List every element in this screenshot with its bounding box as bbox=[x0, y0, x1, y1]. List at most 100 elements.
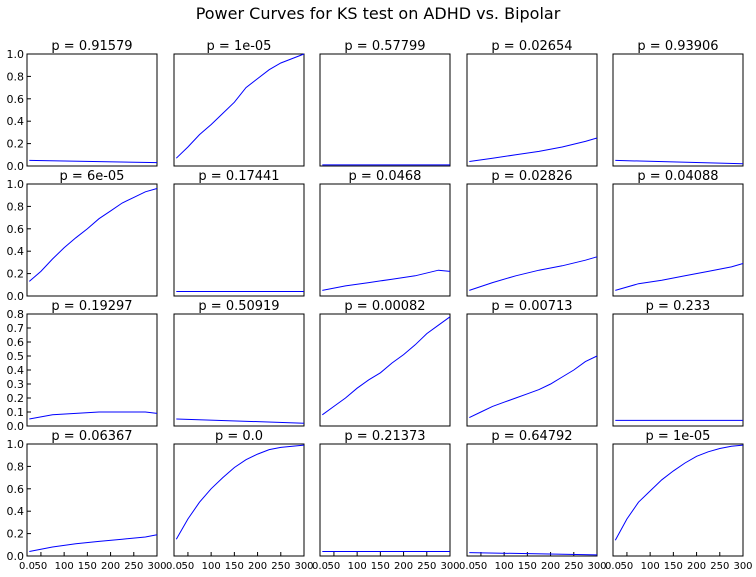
subplot-axes bbox=[612, 443, 744, 557]
x-tick-label: 200 bbox=[101, 561, 120, 572]
subplot-title: p = 0.02826 bbox=[491, 169, 572, 184]
x-tick-label: 50 bbox=[182, 561, 195, 572]
y-tick-label: 0.4 bbox=[7, 505, 25, 518]
x-tick-label: 300 bbox=[733, 561, 752, 572]
x-tick-label: 0.0 bbox=[312, 561, 328, 572]
subplot-title: p = 0.17441 bbox=[198, 169, 279, 184]
subplot-title: p = 0.00713 bbox=[491, 299, 572, 314]
subplot-title: p = 0.06367 bbox=[51, 429, 132, 444]
subplot-axes bbox=[26, 443, 158, 557]
subplot-title: p = 0.0468 bbox=[349, 169, 422, 184]
x-tick-label: 200 bbox=[687, 561, 706, 572]
y-tick-label: 0.6 bbox=[7, 336, 25, 349]
y-tick-label: 1.0 bbox=[7, 438, 25, 451]
x-tick-label: 300 bbox=[440, 561, 459, 572]
y-tick-label: 0.7 bbox=[7, 322, 25, 335]
y-tick-label: 0.2 bbox=[7, 392, 25, 405]
subplot-title: p = 0.02654 bbox=[491, 39, 572, 54]
subplot-axes bbox=[26, 53, 158, 167]
power-curve-line bbox=[469, 552, 598, 556]
x-tick-label: 300 bbox=[294, 561, 313, 572]
subplot-axes bbox=[319, 443, 451, 557]
subplot-axes bbox=[26, 183, 158, 297]
x-tick-label: 100 bbox=[202, 561, 221, 572]
x-tick-label: 200 bbox=[248, 561, 267, 572]
x-tick-label: 150 bbox=[664, 561, 683, 572]
y-tick-label: 0.5 bbox=[7, 350, 25, 363]
power-curve-line bbox=[176, 418, 305, 424]
y-tick-label: 0.2 bbox=[7, 528, 25, 541]
power-curve-line bbox=[614, 444, 744, 541]
y-tick-label: 0.8 bbox=[7, 308, 25, 321]
figure-title: Power Curves for KS test on ADHD vs. Bip… bbox=[195, 4, 561, 23]
subplot-axes bbox=[466, 313, 598, 427]
subplot-axes bbox=[26, 313, 158, 427]
power-curve-line bbox=[322, 269, 451, 291]
subplot-title: p = 0.00082 bbox=[344, 299, 425, 314]
y-tick-label: 0.2 bbox=[7, 268, 25, 281]
y-tick-label: 1.0 bbox=[7, 178, 25, 191]
subplot-axes bbox=[466, 443, 598, 557]
y-tick-label: 0.4 bbox=[7, 245, 25, 258]
x-tick-label: 0.0 bbox=[166, 561, 182, 572]
y-tick-label: 0.0 bbox=[7, 420, 25, 433]
power-curve-line bbox=[175, 53, 305, 159]
x-tick-label: 50 bbox=[475, 561, 488, 572]
x-tick-label: 300 bbox=[147, 561, 166, 572]
power-curve-line bbox=[29, 534, 158, 552]
x-tick-label: 250 bbox=[564, 561, 583, 572]
subplot-title: p = 0.21373 bbox=[344, 429, 425, 444]
subplot-title: p = 1e-05 bbox=[207, 39, 272, 54]
y-tick-label: 0.6 bbox=[7, 223, 25, 236]
power-curve-line bbox=[175, 444, 305, 540]
subplot-axes bbox=[173, 53, 305, 167]
x-tick-label: 150 bbox=[518, 561, 537, 572]
y-tick-label: 0.0 bbox=[7, 160, 25, 173]
x-tick-label: 300 bbox=[587, 561, 606, 572]
subplot-axes bbox=[466, 183, 598, 297]
x-tick-label: 100 bbox=[55, 561, 74, 572]
x-tick-label: 100 bbox=[348, 561, 367, 572]
subplot-axes bbox=[466, 53, 598, 167]
x-tick-label: 100 bbox=[495, 561, 514, 572]
y-tick-label: 0.4 bbox=[7, 364, 25, 377]
x-tick-label: 0.0 bbox=[19, 561, 35, 572]
subplot-title: p = 1e-05 bbox=[646, 429, 711, 444]
x-tick-label: 200 bbox=[394, 561, 413, 572]
x-tick-label: 0.0 bbox=[459, 561, 475, 572]
y-tick-label: 0.0 bbox=[7, 550, 25, 563]
y-tick-label: 0.6 bbox=[7, 483, 25, 496]
subplot-title: p = 0.0 bbox=[215, 429, 263, 444]
y-tick-label: 0.2 bbox=[7, 138, 25, 151]
x-tick-label: 0.0 bbox=[605, 561, 621, 572]
power-curve-line bbox=[29, 159, 158, 164]
subplot-axes bbox=[612, 313, 744, 427]
y-tick-label: 1.0 bbox=[7, 48, 25, 61]
power-curve-line bbox=[29, 411, 158, 420]
power-curve-line bbox=[28, 188, 158, 282]
subplot-axes bbox=[173, 313, 305, 427]
x-tick-label: 250 bbox=[124, 561, 143, 572]
y-tick-label: 0.8 bbox=[7, 70, 25, 83]
subplot-axes bbox=[612, 53, 744, 167]
power-curve-line bbox=[615, 159, 744, 165]
x-tick-label: 150 bbox=[371, 561, 390, 572]
power-curve-line bbox=[615, 263, 744, 291]
subplot-axes bbox=[173, 443, 305, 557]
power-curve-line bbox=[469, 137, 598, 162]
y-tick-label: 0.6 bbox=[7, 93, 25, 106]
x-tick-label: 150 bbox=[78, 561, 97, 572]
subplot-axes bbox=[173, 183, 305, 297]
subplot-title: p = 0.19297 bbox=[51, 299, 132, 314]
subplot-title: p = 0.50919 bbox=[198, 299, 279, 314]
x-tick-label: 250 bbox=[710, 561, 729, 572]
y-tick-label: 0.4 bbox=[7, 115, 25, 128]
x-tick-label: 50 bbox=[35, 561, 48, 572]
subplot-axes bbox=[612, 183, 744, 297]
x-tick-label: 250 bbox=[271, 561, 290, 572]
subplot-title: p = 0.57799 bbox=[344, 39, 425, 54]
subplot-title: p = 0.233 bbox=[646, 299, 711, 314]
y-tick-label: 0.1 bbox=[7, 406, 25, 419]
subplot-title: p = 0.64792 bbox=[491, 429, 572, 444]
